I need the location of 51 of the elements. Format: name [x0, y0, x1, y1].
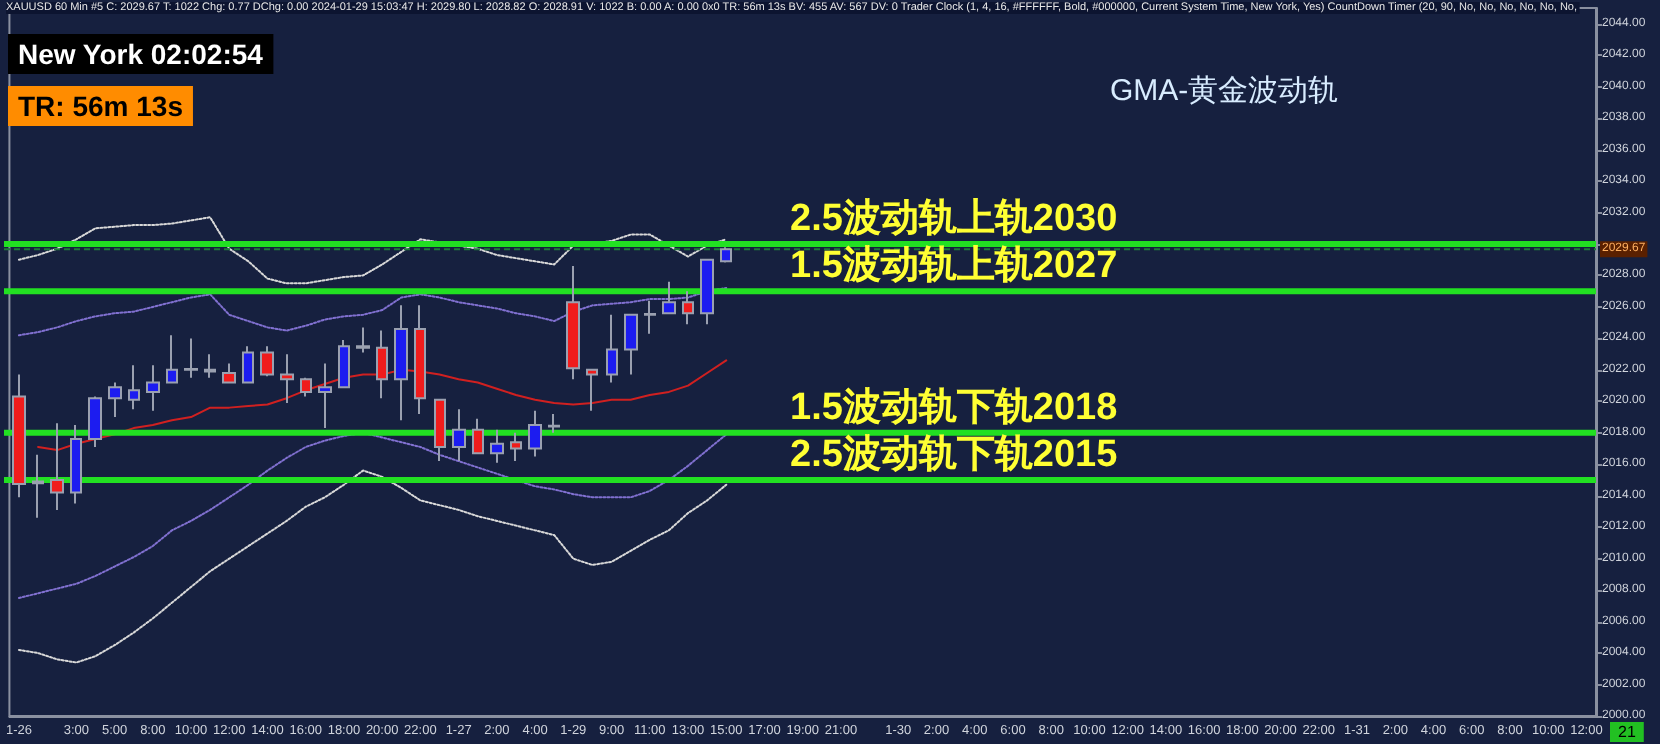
candlestick — [204, 353, 216, 379]
candlestick — [128, 364, 140, 411]
candlestick — [700, 258, 714, 326]
candlestick — [510, 431, 522, 463]
candlestick — [108, 381, 122, 419]
candlestick — [472, 417, 484, 455]
candlestick — [260, 345, 274, 378]
ref-line-label: 1.5波动轨下轨2018 — [790, 384, 1118, 429]
candlestick — [184, 337, 198, 379]
candlestick — [50, 422, 64, 511]
candlestick — [88, 395, 102, 448]
candlestick — [318, 362, 332, 430]
candlestick — [166, 334, 178, 384]
candlestick — [32, 453, 44, 519]
line-series — [17, 431, 728, 599]
candlestick — [146, 364, 160, 412]
candlestick — [624, 313, 638, 376]
line-series — [37, 359, 728, 452]
annotation: TR: 56m 13s — [18, 90, 184, 122]
text: GMA-黄金波动轨 — [1110, 74, 1339, 108]
candlestick — [338, 338, 350, 389]
candlestick — [70, 423, 82, 505]
candlestick — [644, 299, 656, 335]
candlestick — [720, 246, 732, 264]
candlestick — [222, 362, 236, 384]
ref-line-label: 1.5波动轨上轨2027 — [790, 243, 1118, 288]
candlestick — [490, 428, 504, 464]
line-series — [17, 216, 728, 285]
line-series — [17, 287, 728, 337]
candlestick — [606, 313, 618, 384]
candlestick — [548, 412, 560, 434]
candlestick — [300, 376, 312, 398]
candlestick — [566, 265, 580, 381]
candlestick — [280, 353, 294, 404]
candlestick — [586, 368, 598, 412]
candlestick — [394, 304, 408, 422]
candlestick — [12, 373, 26, 499]
candlestick — [242, 345, 254, 384]
candlestick — [376, 329, 388, 400]
candlestick — [414, 304, 426, 415]
line-series — [17, 469, 728, 664]
annotation: New York 02:02:54 — [18, 38, 264, 70]
text: 21 — [1618, 723, 1637, 741]
candlestick — [528, 409, 542, 458]
candlestick — [434, 398, 446, 463]
candlestick — [662, 280, 676, 315]
ref-line-label: 2.5波动轨下轨2015 — [790, 432, 1119, 476]
ref-line-label: 2.5波动轨上轨2030 — [790, 196, 1118, 240]
candlestick — [356, 326, 370, 354]
candlestick — [452, 408, 466, 463]
candlestick — [682, 290, 694, 326]
